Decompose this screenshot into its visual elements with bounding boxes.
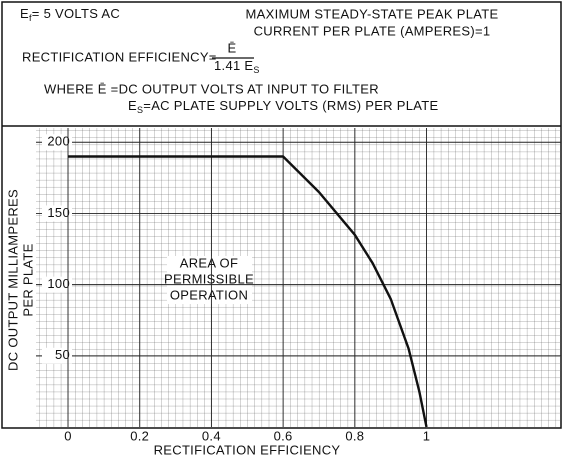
x-tick-label: 0.8 xyxy=(345,428,364,443)
annotation: PERMISSIBLE xyxy=(164,271,254,286)
tick-label-bg xyxy=(42,134,72,151)
tick-label-bg xyxy=(42,205,72,222)
y-axis-label: DC OUTPUT MILLIAMPERES xyxy=(5,189,20,371)
y-axis-label: PER PLATE xyxy=(20,243,35,316)
y-tick-label: 150 xyxy=(47,205,70,220)
supply-note: Ef= 5 VOLTS AC xyxy=(20,6,120,23)
x-tick-label: 0.2 xyxy=(130,428,149,443)
y-tick-label: 200 xyxy=(47,134,70,149)
x-axis-label: RECTIFICATION EFFICIENCY xyxy=(154,442,341,457)
fine-grid xyxy=(36,128,561,427)
es-line: ES=AC PLATE SUPPLY VOLTS (RMS) PER PLATE xyxy=(128,98,439,115)
efficiency-label: RECTIFICATION EFFICIENCY= xyxy=(22,49,217,64)
x-tick-label: 1 xyxy=(423,428,431,443)
y-tick-label: 100 xyxy=(47,276,70,291)
x-tick-label: 0.6 xyxy=(274,428,293,443)
x-tick-label: 0.4 xyxy=(202,428,221,443)
data-line xyxy=(68,155,428,428)
max-current-line: CURRENT PER PLATE (AMPERES)=1 xyxy=(254,23,491,38)
fraction-denominator: 1.41 ES xyxy=(214,58,260,75)
annotation: OPERATION xyxy=(170,287,248,302)
tick-label-bg xyxy=(42,347,72,364)
y-tick-label: 50 xyxy=(55,347,70,362)
annotation: AREA OF xyxy=(180,255,238,270)
annotation-box xyxy=(167,256,252,304)
x-tick-label: 0 xyxy=(64,428,72,443)
tick-label-bg xyxy=(42,276,72,293)
max-current-line: MAXIMUM STEADY-STATE PEAK PLATE xyxy=(246,6,499,21)
fraction-numerator: Ē xyxy=(228,40,237,55)
where-line: WHERE Ē =DC OUTPUT VOLTS AT INPUT TO FIL… xyxy=(44,81,379,96)
